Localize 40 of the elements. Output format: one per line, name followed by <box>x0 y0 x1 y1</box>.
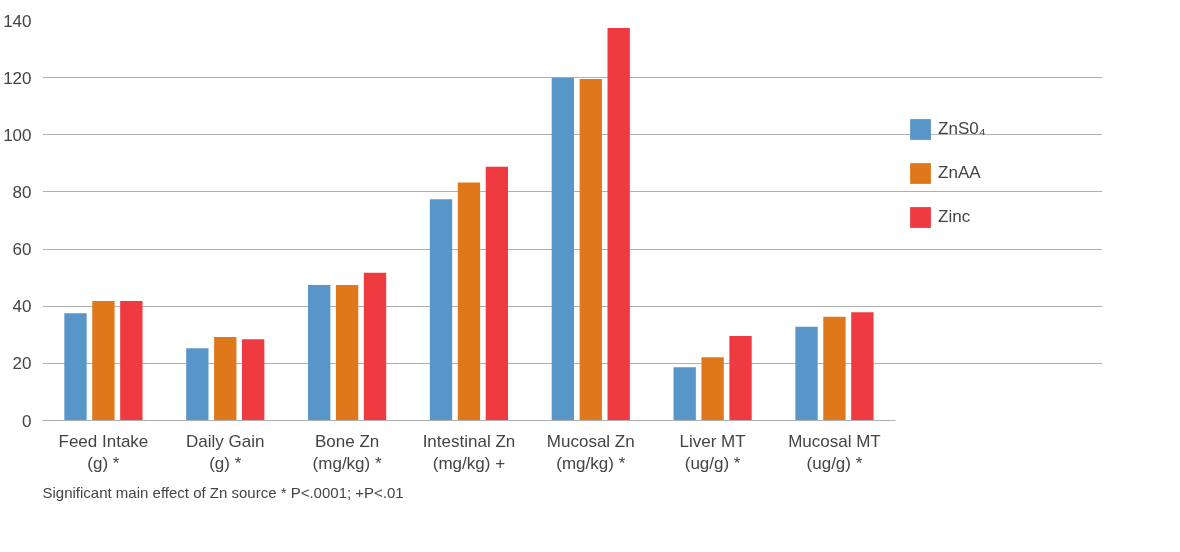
text: Significant main effect of Zn source * P<.0001; +P<.01 <box>42 483 404 501</box>
x-tick-label: Liver MT (ug/g) * <box>679 431 746 474</box>
x-tick-label: Feed Intake (g) * <box>58 431 149 474</box>
bar <box>429 199 453 421</box>
bar <box>673 367 696 421</box>
y-tick-label: 80 <box>12 182 32 202</box>
bar <box>795 326 818 421</box>
bar <box>823 316 846 421</box>
legend-label: Zinc <box>938 207 971 227</box>
bar <box>701 357 724 421</box>
y-tick-label: 60 <box>12 240 32 260</box>
legend-label: ZnAA <box>938 163 981 183</box>
bar <box>729 335 752 421</box>
bar <box>64 313 87 421</box>
bar <box>214 337 237 421</box>
bar <box>485 166 509 421</box>
bar <box>551 77 575 421</box>
x-tick-label: Intestinal Zn (mg/kg) + <box>422 431 516 474</box>
y-tick-label: 0 <box>22 411 32 431</box>
y-tick-label: 120 <box>3 68 32 88</box>
y-tick-label: 40 <box>12 297 32 317</box>
bar <box>186 348 209 421</box>
legend-label: ZnS0₄ <box>938 119 986 139</box>
y-tick-label: 100 <box>3 125 32 145</box>
bar <box>607 27 630 421</box>
x-tick-label: Mucosal MT (ug/g) * <box>788 431 881 474</box>
bar <box>335 285 359 421</box>
x-tick-label: Bone Zn (mg/kg) * <box>312 431 382 474</box>
bar <box>579 79 602 421</box>
bar <box>363 272 387 421</box>
bar <box>851 312 874 421</box>
bar <box>120 301 143 421</box>
bar <box>242 339 265 421</box>
x-tick-label: Daily Gain (g) * <box>186 431 265 474</box>
bar <box>92 301 115 421</box>
bar <box>308 285 331 421</box>
y-tick-label: 140 <box>3 11 32 31</box>
y-tick-label: 20 <box>12 354 32 374</box>
bar <box>457 182 481 421</box>
x-tick-label: Mucosal Zn (mg/kg) * <box>546 431 635 474</box>
